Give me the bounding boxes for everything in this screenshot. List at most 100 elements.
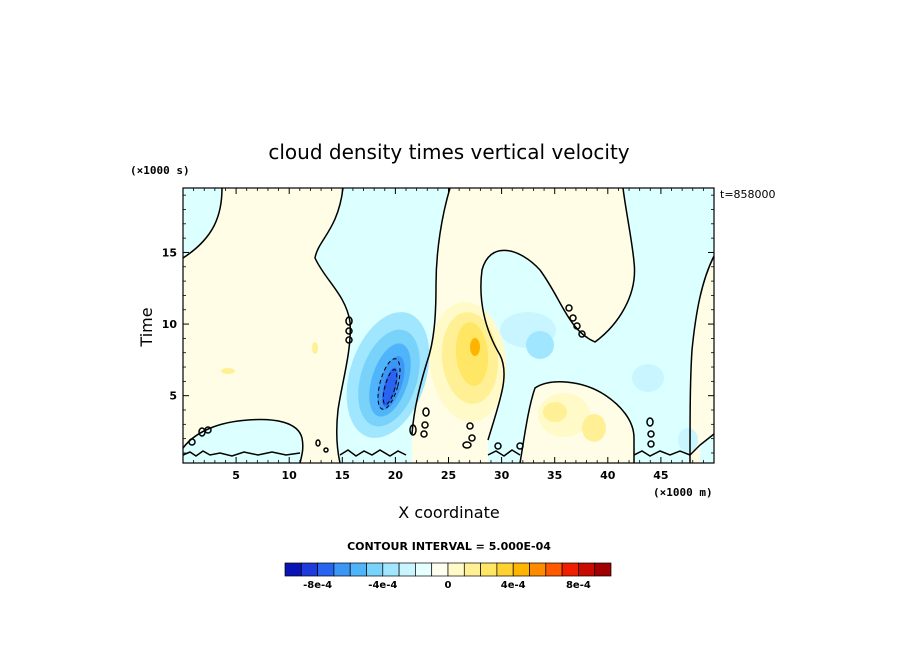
contour-bottom-noise-2 — [339, 449, 407, 457]
negative-region-topleft — [183, 188, 222, 258]
loop-r — [345, 316, 353, 326]
contour-bottom-noise-3 — [487, 449, 521, 457]
loop-q — [647, 440, 655, 448]
colorbar-swatch — [300, 562, 318, 577]
y-tick-label: 10 — [162, 318, 178, 331]
colorbar-swatch — [415, 562, 433, 577]
colorbar-swatch — [431, 562, 449, 577]
pos-shade-weak-d — [312, 342, 318, 354]
negative-region-bottomright — [700, 434, 714, 463]
neg-shade-weak-b — [526, 331, 554, 359]
y-unit-label: (×1000 s) — [130, 164, 190, 177]
neg-shade-5 — [382, 367, 398, 407]
loop-k — [468, 434, 476, 442]
neg-shade-weak-c — [632, 364, 664, 392]
loop-m — [494, 442, 502, 450]
contour-main-left — [314, 188, 352, 463]
colorbar-swatch — [284, 562, 302, 577]
loop-t — [345, 336, 353, 344]
colorbar-swatch — [578, 562, 596, 577]
x-tick-label: 35 — [547, 469, 562, 482]
negative-region-right — [480, 188, 714, 463]
contour-main-right — [411, 188, 451, 435]
colorbar-swatch — [463, 562, 481, 577]
chart-title: cloud density times vertical velocity — [268, 140, 629, 164]
contour-right-loop — [480, 188, 636, 441]
colorbar-swatch — [529, 562, 547, 577]
loop-c — [204, 426, 212, 434]
y-tick-label: 5 — [169, 390, 177, 403]
loop-v — [569, 314, 577, 322]
loop-x — [578, 330, 586, 338]
neg-shade-weak-d — [678, 428, 698, 452]
contour-fields — [183, 188, 714, 463]
loop-u — [565, 304, 573, 312]
contour-bottomleft — [183, 418, 304, 463]
colorbar — [284, 562, 612, 577]
y-tick-label: 15 — [162, 246, 177, 259]
x-tick-label: 20 — [388, 469, 404, 482]
x-tick-label: 45 — [653, 469, 668, 482]
negative-contours — [377, 358, 401, 410]
contour-interval-label: CONTOUR INTERVAL = 5.000E-04 — [347, 540, 551, 553]
axis-ticks — [183, 188, 714, 463]
pos-shade-weak-c — [582, 414, 606, 442]
colorbar-label: -8e-4 — [303, 580, 332, 591]
colorbar-swatch — [447, 562, 465, 577]
pos-shade-weak-b — [543, 402, 567, 422]
colorbar-swatch — [496, 562, 514, 577]
loop-h — [420, 430, 428, 438]
x-tick-label: 25 — [441, 469, 456, 482]
x-tick-label: 5 — [232, 469, 240, 482]
loop-a — [188, 438, 196, 446]
loop-j — [466, 422, 474, 430]
colorbar-label: -4e-4 — [368, 580, 397, 591]
colorbar-swatch — [317, 562, 335, 577]
contour-bottom-noise — [183, 450, 301, 457]
x-unit-label: (×1000 m) — [653, 486, 713, 499]
x-tick-label: 15 — [335, 469, 350, 482]
colorbar-swatch — [594, 562, 612, 577]
colorbar-label: 8e-4 — [566, 580, 591, 591]
loop-s — [345, 327, 353, 335]
loop-n — [516, 442, 524, 450]
loop-f — [422, 407, 430, 417]
neg-contour-2 — [382, 369, 398, 405]
contour-bottom-noise-4 — [633, 433, 714, 457]
colorbar-swatch — [349, 562, 367, 577]
loop-g — [421, 421, 429, 429]
y-tick-labels: 5 10 15 — [162, 246, 178, 402]
pos-shade-weak-e — [221, 368, 235, 374]
contour-far-right — [689, 255, 714, 463]
contour-lower-bump — [519, 381, 635, 463]
contour-topleft — [183, 188, 223, 259]
loop-d — [315, 439, 321, 447]
loop-l — [462, 441, 472, 449]
colorbar-swatch — [398, 562, 416, 577]
colorbar-label: 4e-4 — [501, 580, 526, 591]
colorbar-swatch — [382, 562, 400, 577]
colorbar-swatch — [480, 562, 498, 577]
neg-contour-1 — [377, 358, 401, 410]
colorbar-swatch — [512, 562, 530, 577]
x-tick-labels: 5 10 15 20 25 30 35 40 45 — [232, 469, 668, 482]
colorbar-swatch — [545, 562, 563, 577]
colorbar-swatch — [333, 562, 351, 577]
loop-i — [409, 424, 417, 436]
loop-o — [646, 417, 654, 427]
pos-shade-4 — [470, 338, 480, 356]
x-tick-label: 40 — [600, 469, 616, 482]
x-tick-label: 10 — [282, 469, 298, 482]
colorbar-swatch — [366, 562, 384, 577]
colorbar-swatch — [561, 562, 579, 577]
loop-e — [323, 447, 329, 453]
loop-p — [647, 430, 655, 438]
timestamp-label: t=858000 — [720, 188, 776, 201]
colorbar-label: 0 — [445, 580, 452, 591]
x-tick-label: 30 — [494, 469, 510, 482]
zero-contours — [183, 188, 714, 463]
y-axis-label: Time — [137, 307, 156, 347]
colorbar-labels: -8e-4 -4e-4 0 4e-4 8e-4 — [303, 580, 591, 591]
x-axis-label: X coordinate — [398, 503, 499, 522]
